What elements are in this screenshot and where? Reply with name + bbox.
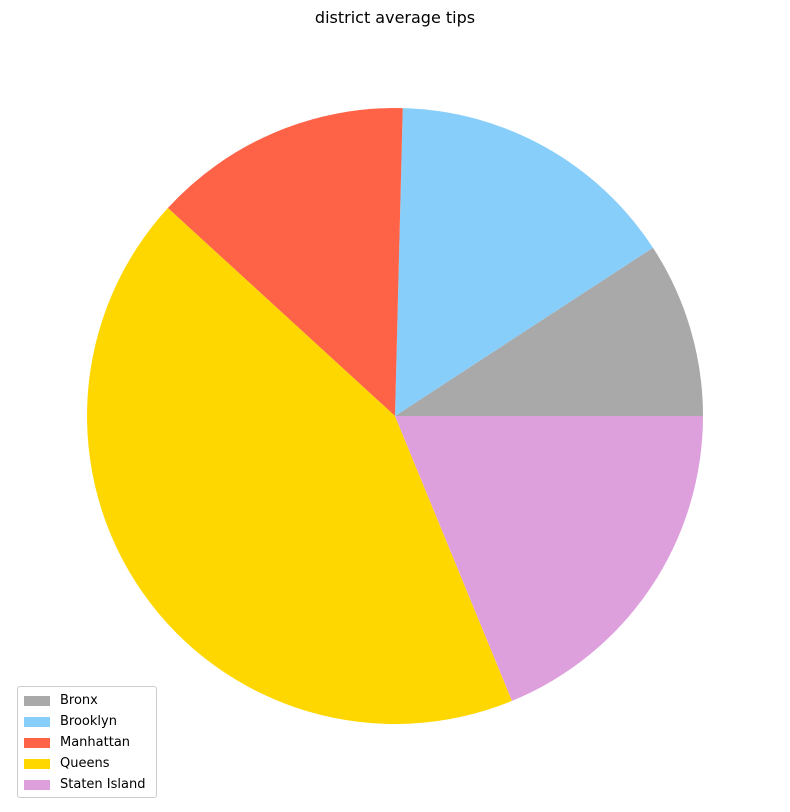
pie-slice-staten-island [395, 416, 703, 701]
chart-title: district average tips [314, 8, 476, 27]
legend-swatch-queens [24, 758, 50, 769]
legend-label-manhattan: Manhattan [60, 735, 131, 750]
legend-swatch-staten-island [24, 779, 50, 790]
legend-swatch-brooklyn [24, 716, 50, 727]
legend: Bronx Brooklyn Manhattan Queens Staten I… [17, 686, 157, 798]
pie-slices [87, 108, 703, 724]
legend-item-brooklyn: Brooklyn [24, 711, 150, 732]
pie-slice-brooklyn [395, 108, 653, 416]
legend-item-manhattan: Manhattan [24, 732, 150, 753]
pie-slice-queens [87, 208, 512, 724]
legend-item-staten-island: Staten Island [24, 774, 150, 795]
pie-slice-manhattan [167, 108, 403, 416]
legend-label-staten-island: Staten Island [60, 777, 146, 792]
legend-label-brooklyn: Brooklyn [60, 714, 117, 729]
legend-item-bronx: Bronx [24, 690, 150, 711]
legend-item-queens: Queens [24, 753, 150, 774]
legend-swatch-bronx [24, 695, 50, 706]
legend-swatch-manhattan [24, 737, 50, 748]
pie-slice-bronx [395, 247, 703, 416]
legend-label-bronx: Bronx [60, 693, 98, 708]
legend-label-queens: Queens [60, 756, 110, 771]
